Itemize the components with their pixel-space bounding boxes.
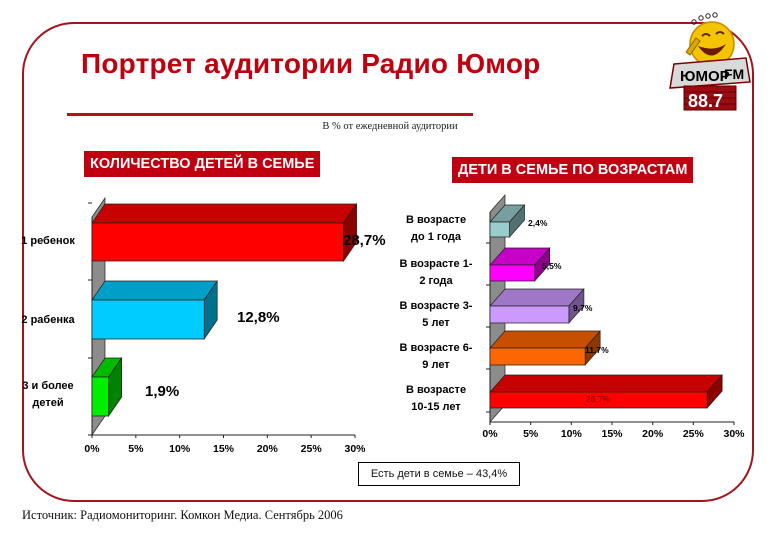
category-label: В возрасте до 1 года [405, 214, 467, 243]
value-label: 26,7% [586, 394, 611, 404]
x-tick-label: 10% [169, 443, 191, 455]
bar-front-face [91, 376, 110, 417]
bar-front-face [489, 264, 536, 282]
x-tick-label: 10% [560, 428, 582, 440]
bar-top-face [91, 203, 358, 224]
category-label: 3 и более детей [22, 380, 74, 409]
bar-top-face [489, 374, 723, 393]
children-total-note: Есть дети в семье – 43,4% [358, 462, 520, 486]
value-label: 11,7% [585, 345, 609, 355]
svg-text:FM: FM [724, 66, 744, 82]
left-chart-title: КОЛИЧЕСТВО ДЕТЕЙ В СЕМЬЕ [84, 151, 321, 177]
x-tick-label: 30% [723, 428, 745, 440]
subtitle: В % от ежедневной аудитории [322, 121, 458, 132]
x-tick-label: 5% [523, 428, 539, 440]
category-label: В возрасте 3- 5 лет [399, 300, 473, 329]
bar-front-face [489, 347, 586, 366]
x-tick-label: 15% [212, 443, 235, 455]
bar-front-face [489, 305, 570, 324]
svg-text:88.7: 88.7 [688, 91, 723, 111]
x-tick-label: 0% [482, 428, 498, 440]
x-tick-label: 0% [84, 443, 100, 455]
bar-front-face [91, 299, 205, 340]
bar-front-face [489, 221, 510, 238]
value-label: 5,5% [542, 261, 562, 271]
value-label: 1,9% [145, 383, 180, 400]
category-label: 2 рабенка [21, 314, 75, 326]
bar-front-face [91, 222, 344, 262]
value-label: 9,7% [573, 303, 593, 313]
x-tick-label: 30% [344, 443, 366, 455]
right-chart-title: ДЕТИ В СЕМЬЕ ПО ВОЗРАСТАМ [452, 157, 694, 183]
x-tick-label: 15% [601, 428, 623, 440]
category-label: В возрасте 6- 9 лет [399, 342, 473, 371]
svg-text:ЮМОР: ЮМОР [680, 68, 730, 85]
x-tick-label: 20% [256, 443, 278, 455]
x-tick-label: 20% [642, 428, 664, 440]
smiley-microphone-logo-icon: ЮМОР FM 88.7 [669, 12, 751, 111]
bar-top-face [489, 288, 585, 307]
value-label: 12,8% [237, 309, 280, 326]
value-label: 28,7% [343, 232, 386, 249]
page-title: Портрет аудитории Радио Юмор [81, 48, 541, 79]
bar-top-face [91, 280, 218, 301]
category-label: В возрасте 10-15 лет [405, 384, 467, 413]
category-label: 1 ребенок [21, 235, 75, 247]
source-caption: Источник: Радиомониторинг. Комкон Медиа.… [22, 508, 343, 522]
x-tick-label: 25% [300, 443, 322, 455]
category-label: В возрасте 1- 2 года [399, 258, 473, 287]
bar-front-face [489, 391, 708, 409]
value-label: 2,4% [528, 218, 548, 228]
x-tick-label: 5% [128, 443, 144, 455]
x-tick-label: 25% [682, 428, 704, 440]
slide-frame [22, 22, 754, 502]
title-underline [67, 113, 473, 116]
bar-top-face [489, 330, 601, 349]
